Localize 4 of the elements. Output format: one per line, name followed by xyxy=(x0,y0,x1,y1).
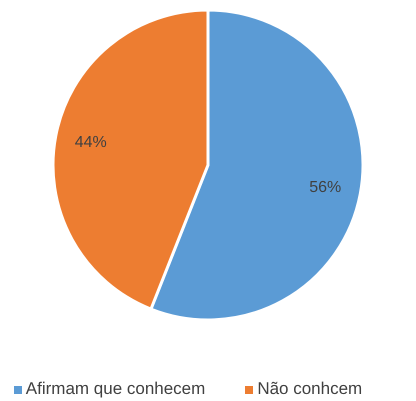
data-label: 56% xyxy=(309,178,342,196)
legend-label: Afirmam que conhecem xyxy=(26,379,206,398)
data-label: 44% xyxy=(74,134,107,152)
legend-label: Não conhcem xyxy=(257,379,362,398)
